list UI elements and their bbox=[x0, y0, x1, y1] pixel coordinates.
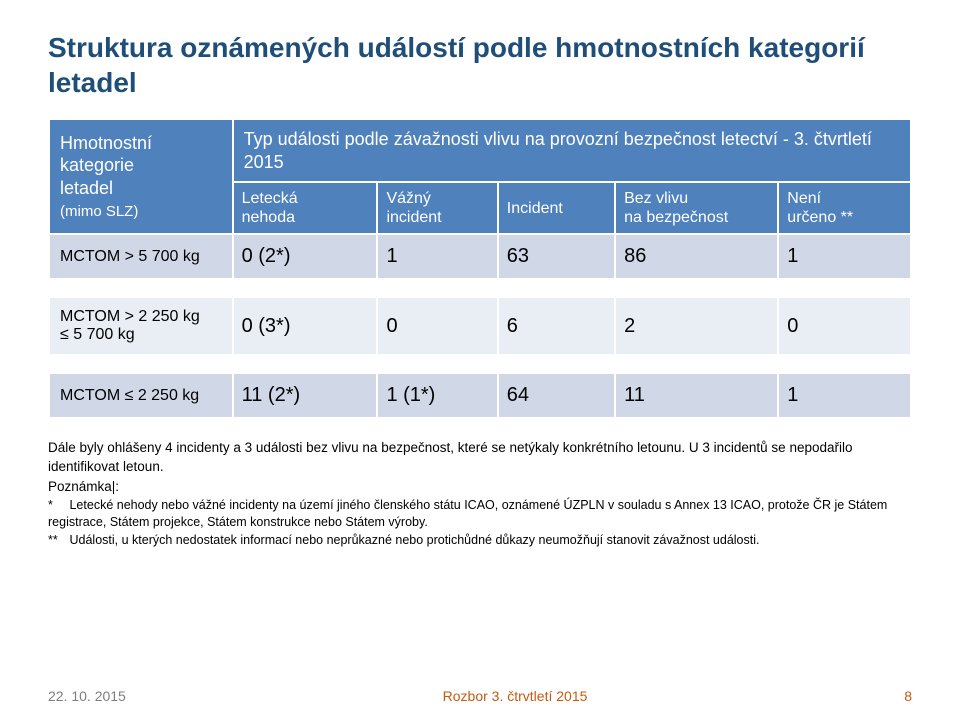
row-header-l1: Hmotnostní bbox=[60, 133, 152, 153]
notes-block: Dále byly ohlášeny 4 incidenty a 3 událo… bbox=[48, 439, 912, 548]
subhdr-1: Vážnýincident bbox=[377, 182, 497, 234]
row-header-cell: Hmotnostní kategorie letadel (mimo SLZ) bbox=[49, 119, 233, 234]
table-cell: 86 bbox=[615, 234, 778, 279]
table-cell: 6 bbox=[498, 297, 615, 355]
table-cell: 64 bbox=[498, 373, 615, 418]
notes-para1: Dále byly ohlášeny 4 incidenty a 3 událo… bbox=[48, 439, 912, 475]
events-table: Hmotnostní kategorie letadel (mimo SLZ) … bbox=[48, 118, 912, 419]
subhdr-4: Neníurčeno ** bbox=[778, 182, 911, 234]
table-row-label: MCTOM > 2 250 kg ≤ 5 700 kg bbox=[49, 297, 233, 355]
subhdr-2: Incident bbox=[498, 182, 615, 234]
subhdr-0: Leteckánehoda bbox=[233, 182, 378, 234]
table-cell: 0 (3*) bbox=[233, 297, 378, 355]
row-header-l2: kategorie bbox=[60, 155, 134, 175]
table-row-label: MCTOM ≤ 2 250 kg bbox=[49, 373, 233, 418]
footer: 22. 10. 2015 Rozbor 3. čtrvtletí 2015 8 bbox=[48, 688, 912, 704]
table-cell: 0 (2*) bbox=[233, 234, 378, 279]
table-cell: 1 bbox=[778, 234, 911, 279]
table-cell: 1 (1*) bbox=[377, 373, 497, 418]
notes-star: * Letecké nehody nebo vážné incidenty na… bbox=[48, 497, 912, 531]
page-title: Struktura oznámených událostí podle hmot… bbox=[48, 30, 912, 100]
table-cell: 0 bbox=[778, 297, 911, 355]
row-header-l4: (mimo SLZ) bbox=[60, 203, 138, 220]
subhdr-3: Bez vlivuna bezpečnost bbox=[615, 182, 778, 234]
table-cell: 0 bbox=[377, 297, 497, 355]
table-cell: 1 bbox=[377, 234, 497, 279]
notes-poznamka-label: Poznámka|: bbox=[48, 478, 912, 496]
col-header-top: Typ události podle závažnosti vlivu na p… bbox=[233, 119, 911, 182]
notes-doublestar: ** Události, u kterých nedostatek inform… bbox=[48, 532, 912, 549]
footer-page: 8 bbox=[904, 688, 912, 704]
table-cell: 63 bbox=[498, 234, 615, 279]
row-header-l3: letadel bbox=[60, 178, 113, 198]
table-cell: 1 bbox=[778, 373, 911, 418]
table-cell: 2 bbox=[615, 297, 778, 355]
table-cell: 11 (2*) bbox=[233, 373, 378, 418]
table-row-label: MCTOM > 5 700 kg bbox=[49, 234, 233, 279]
footer-center: Rozbor 3. čtrvtletí 2015 bbox=[443, 688, 588, 704]
footer-date: 22. 10. 2015 bbox=[48, 688, 126, 704]
table-cell: 11 bbox=[615, 373, 778, 418]
